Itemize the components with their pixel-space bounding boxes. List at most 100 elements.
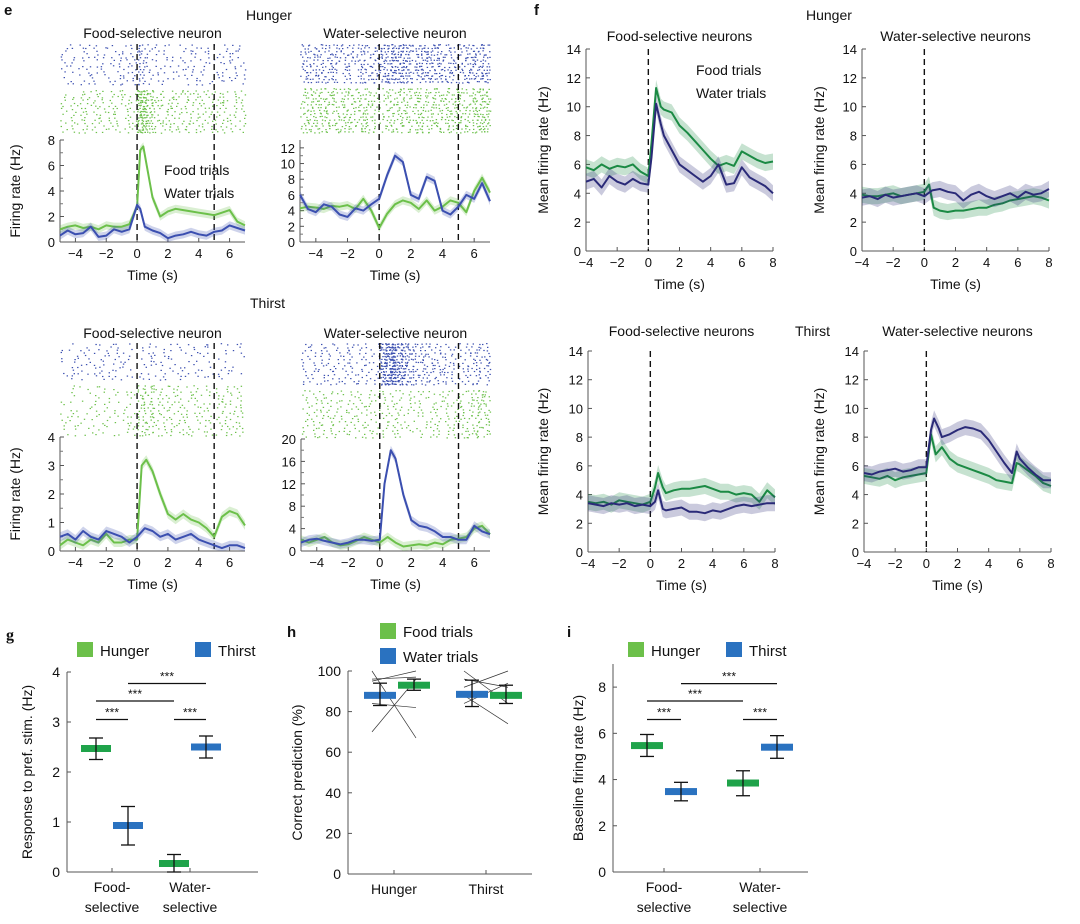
raster-spike <box>375 60 377 62</box>
raster-spike <box>151 401 153 403</box>
raster-spike <box>391 353 393 355</box>
raster-spike <box>180 57 182 59</box>
raster-spike <box>422 359 424 361</box>
raster-spike <box>438 76 441 78</box>
raster-spike <box>430 51 432 53</box>
raster-spike <box>488 88 490 90</box>
raster-spike <box>227 391 229 393</box>
raster-spike <box>351 103 354 105</box>
raster-spike <box>98 429 100 431</box>
raster-spike <box>108 375 110 377</box>
raster-spike <box>196 416 198 418</box>
raster-spike <box>472 44 474 47</box>
x-tick-label: 4 <box>439 555 446 570</box>
raster-spike <box>384 362 386 364</box>
raster-spike <box>126 375 129 377</box>
raster-spike <box>391 365 394 367</box>
raster-spike <box>346 424 348 426</box>
raster-spike <box>389 95 392 97</box>
y-tick-label: 8 <box>850 129 857 144</box>
raster-spike <box>328 125 330 127</box>
raster-spike <box>141 129 143 131</box>
raster-spike <box>212 105 214 107</box>
raster-spike <box>398 48 400 50</box>
raster-spike <box>150 355 152 357</box>
y-axis-label: Mean firing rate (Hz) <box>811 86 827 214</box>
raster-spike <box>394 53 397 55</box>
raster-spike <box>384 399 387 401</box>
raster-spike <box>395 57 397 59</box>
raster-spike <box>208 62 211 64</box>
x-axis-label: Time (s) <box>370 267 421 283</box>
raster-spike <box>358 430 360 432</box>
raster-spike <box>94 100 96 102</box>
raster-spike <box>435 107 438 109</box>
raster-spike <box>368 371 370 373</box>
y-tick-label: 0 <box>850 244 857 259</box>
raster-spike <box>365 116 367 118</box>
raster-spike <box>404 362 407 364</box>
raster-spike <box>304 350 307 352</box>
raster-spike <box>302 368 305 370</box>
raster-spike <box>449 362 452 364</box>
raster-spike <box>426 66 429 68</box>
raster-spike <box>98 386 101 388</box>
raster-spike <box>337 128 339 130</box>
raster-spike <box>308 123 310 125</box>
raster-spike <box>481 131 483 133</box>
raster-spike <box>158 435 160 437</box>
raster-spike <box>342 368 344 370</box>
raster-spike <box>373 100 376 102</box>
raster-spike <box>102 102 104 104</box>
raster-spike <box>379 390 381 392</box>
raster-spike <box>70 65 72 67</box>
raster-spike <box>379 349 381 352</box>
raster-spike <box>222 93 224 95</box>
y-tick-label: 8 <box>852 430 859 445</box>
raster-spike <box>445 79 447 81</box>
raster-spike <box>321 119 324 121</box>
raster-spike <box>467 365 470 368</box>
raster-spike <box>138 71 140 73</box>
raster-spike <box>407 346 409 348</box>
raster-spike <box>331 78 333 80</box>
raster-spike <box>397 104 399 106</box>
raster-spike <box>187 99 190 101</box>
raster-spike <box>368 100 370 103</box>
raster-spike <box>82 47 85 49</box>
raster-spike <box>417 100 419 102</box>
raster-spike <box>178 131 181 133</box>
raster-spike <box>170 343 172 346</box>
raster-spike <box>74 361 76 363</box>
y-tick-label: 14 <box>845 344 859 359</box>
raster-spike <box>423 364 426 366</box>
raster-spike <box>170 123 172 125</box>
raster-spike <box>447 69 449 71</box>
chart-title: Food-selective neuron <box>83 325 222 341</box>
raster-spike <box>122 51 124 53</box>
raster-spike <box>313 116 315 118</box>
raster-spike <box>426 377 428 379</box>
raster-spike <box>387 110 389 112</box>
raster-spike <box>335 434 337 436</box>
raster-spike <box>122 75 125 77</box>
raster-spike <box>393 380 395 383</box>
raster-spike <box>406 101 409 103</box>
raster-spike <box>411 88 413 90</box>
raster-spike <box>151 122 154 124</box>
raster-spike <box>451 377 453 379</box>
raster-spike <box>465 47 467 49</box>
raster-spike <box>472 63 474 66</box>
raster-spike <box>170 418 173 420</box>
raster-spike <box>227 386 229 388</box>
raster-spike <box>371 72 373 74</box>
raster-spike <box>151 99 153 101</box>
raster-spike <box>363 119 365 121</box>
raster-spike <box>398 414 400 416</box>
raster-spike <box>374 128 376 130</box>
raster-spike <box>93 80 95 82</box>
raster-spike <box>146 94 148 96</box>
raster-spike <box>449 76 451 78</box>
series-sem-band <box>60 142 245 234</box>
raster-spike <box>464 78 466 80</box>
